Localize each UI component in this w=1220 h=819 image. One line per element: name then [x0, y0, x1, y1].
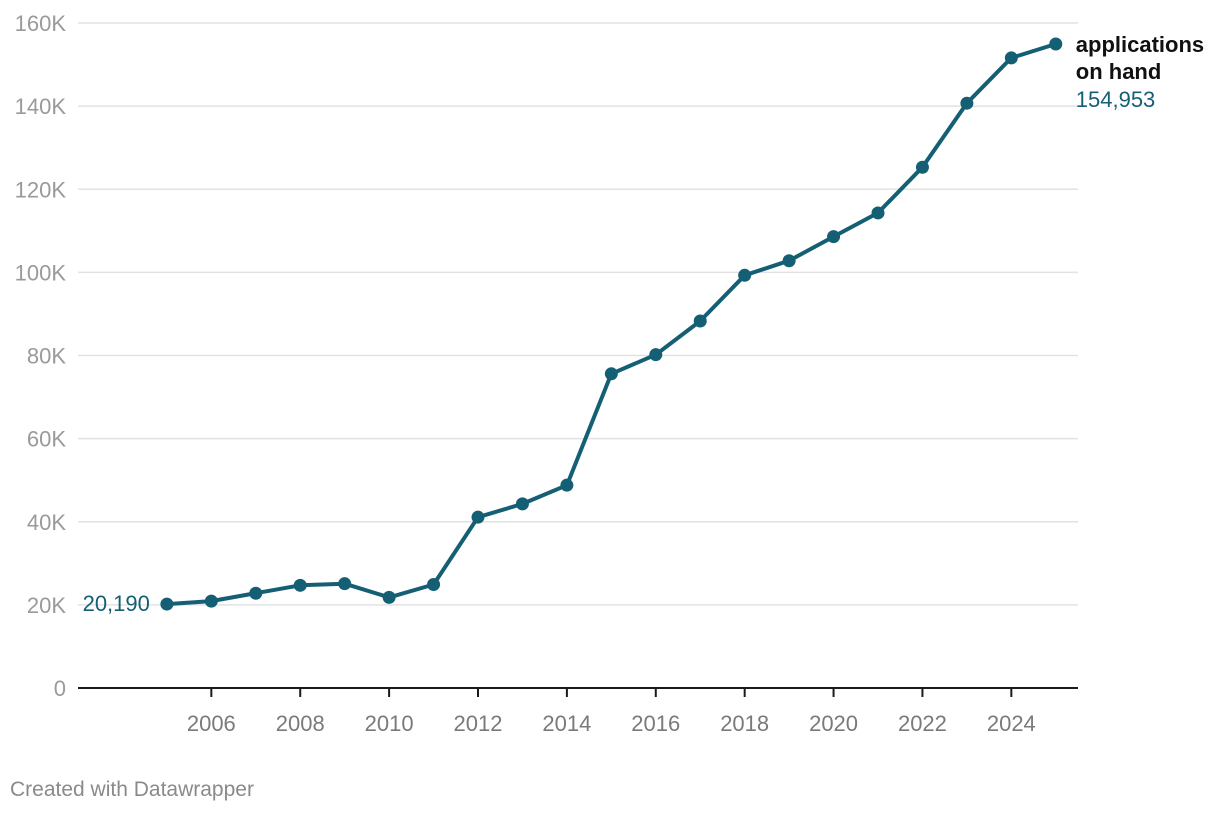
credit-text: Created with Datawrapper	[10, 778, 254, 801]
x-tick-label-2020: 2020	[809, 711, 858, 736]
data-point-2024	[1004, 51, 1018, 65]
y-tick-label-120K: 120K	[15, 177, 67, 202]
data-point-2016	[649, 348, 663, 362]
x-tick-label-2022: 2022	[898, 711, 947, 736]
y-tick-label-0: 0	[54, 676, 66, 701]
data-point-2014	[560, 478, 574, 492]
x-tick-label-2012: 2012	[454, 711, 503, 736]
data-point-2008	[293, 578, 307, 592]
y-tick-label-80K: 80K	[27, 344, 66, 369]
gridlines	[78, 22, 1078, 606]
data-point-2021	[871, 206, 885, 220]
data-point-2006	[204, 594, 218, 608]
y-tick-label-140K: 140K	[15, 94, 67, 119]
data-point-2018	[738, 268, 752, 282]
data-point-2017	[693, 314, 707, 328]
data-point-2012	[471, 510, 485, 524]
x-tick-label-2014: 2014	[542, 711, 591, 736]
series-name-line-2: on hand	[1076, 59, 1162, 84]
series	[160, 37, 1063, 611]
y-tick-label-60K: 60K	[27, 427, 66, 452]
x-tick-label-2024: 2024	[987, 711, 1036, 736]
data-point-2005	[160, 597, 174, 611]
data-point-2019	[782, 254, 796, 268]
end-value-label: 154,953	[1076, 87, 1156, 112]
x-tick-label-2006: 2006	[187, 711, 236, 736]
y-tick-label-160K: 160K	[15, 11, 67, 36]
y-tick-label-40K: 40K	[27, 510, 66, 535]
data-point-2022	[915, 160, 929, 174]
start-value-label: 20,190	[83, 591, 150, 616]
data-point-2011	[427, 578, 441, 592]
data-point-2020	[827, 230, 841, 244]
x-tick-label-2016: 2016	[631, 711, 680, 736]
y-tick-label-20K: 20K	[27, 593, 66, 618]
x-tick-label-2018: 2018	[720, 711, 769, 736]
data-point-2015	[604, 367, 618, 381]
axes: 0 20K 40K 60K 80K 100K 120K 140K 160K 2006 2008 201…	[15, 11, 1078, 736]
y-tick-label-100K: 100K	[15, 260, 67, 285]
series-name-line-1: applications	[1076, 32, 1204, 57]
data-point-2007	[249, 586, 263, 600]
data-point-2025	[1049, 37, 1063, 51]
data-point-2013	[515, 497, 529, 511]
x-tick-label-2008: 2008	[276, 711, 325, 736]
x-tick-label-2010: 2010	[365, 711, 414, 736]
data-point-2010	[382, 590, 396, 604]
series-line	[164, 42, 1058, 607]
data-point-2009	[338, 577, 352, 591]
data-point-2023	[960, 96, 974, 110]
